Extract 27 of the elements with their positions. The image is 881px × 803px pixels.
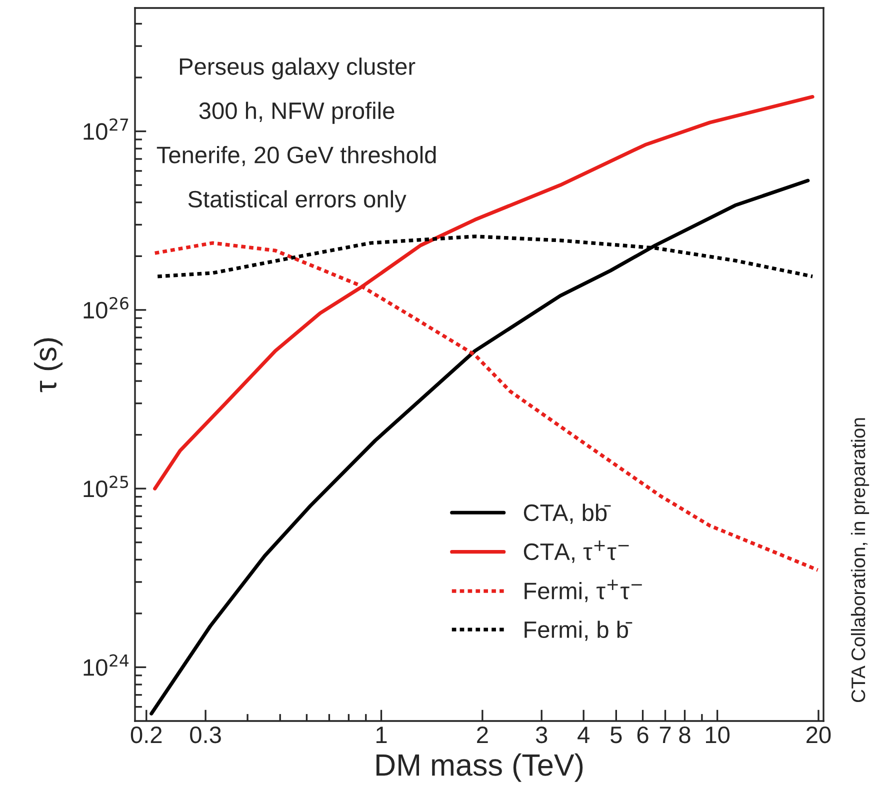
y-tick-label: 10$^{26}$ — [84, 297, 128, 319]
annotation: Tenerife, 20 GeV threshold — [156, 146, 436, 166]
legend-label: CTA, τ$^{+}$τ$^{−}$ — [524, 540, 629, 563]
x-tick-label: 8 — [679, 726, 690, 744]
annotation: Perseus galaxy cluster — [180, 58, 416, 80]
x-tick-label: 7 — [660, 726, 671, 743]
text: CTA Collaboration, in preparation — [850, 418, 870, 702]
y-tick-label: 10$^{24}$ — [84, 654, 129, 676]
y-axis-title: τ (s) — [34, 338, 63, 392]
legend-label: CTA, bb̄ — [524, 504, 611, 524]
x-tick-label: 3 — [536, 726, 548, 744]
annotation: Statistical errors only — [188, 190, 406, 212]
x-tick-label: 20 — [806, 726, 831, 744]
x-tick-label: 5 — [610, 726, 622, 744]
annotation: 300 h, NFW profile — [199, 102, 394, 124]
legend-label: Fermi, τ$^{+}$τ$^{−}$ — [524, 580, 642, 602]
x-tick-label: 4 — [578, 726, 590, 743]
y-tick-label: 10$^{25}$ — [84, 476, 128, 498]
y-tick-label: 10$^{27}$ — [84, 118, 128, 140]
x-tick-label: 1 — [376, 726, 387, 743]
x-tick-label: 6 — [637, 726, 648, 744]
x-tick-label: 0.3 — [190, 726, 221, 744]
x-tick-label: 2 — [477, 726, 488, 743]
x-tick-label: 0.2 — [130, 726, 162, 744]
x-tick-label: 10 — [706, 726, 730, 744]
legend-label: Fermi, b b̄ — [524, 620, 632, 641]
x-axis-title: DM mass (TeV) — [376, 753, 583, 782]
